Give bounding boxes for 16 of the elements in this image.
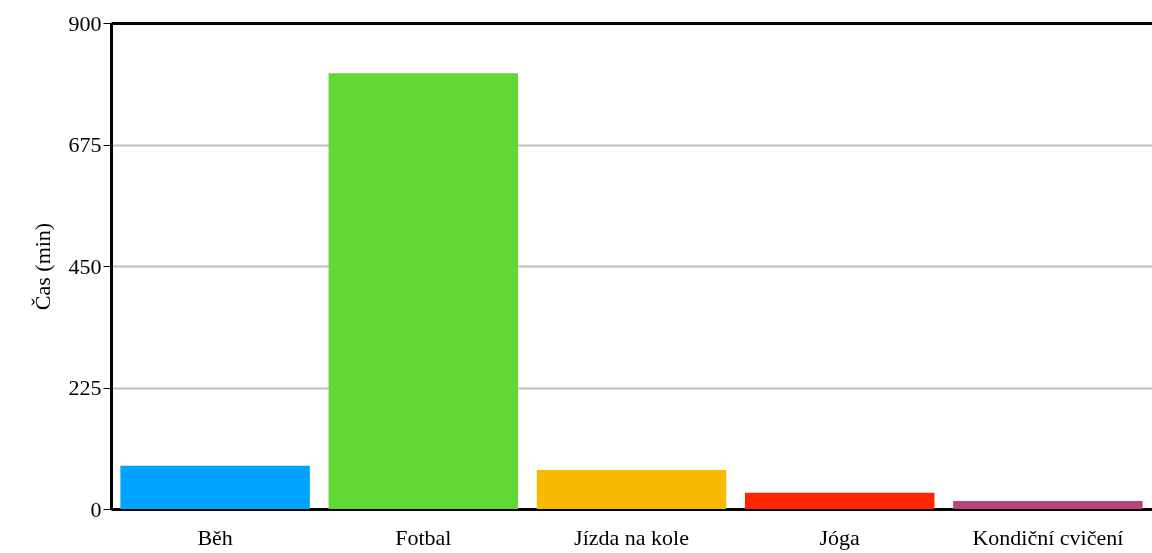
bar <box>536 470 727 509</box>
y-tick-label: 900 <box>68 10 102 36</box>
bar <box>953 500 1143 509</box>
x-tick-label: Jóga <box>819 524 861 550</box>
y-tick-label: 675 <box>68 132 102 157</box>
x-tick-label: Fotbal <box>395 524 452 550</box>
x-tick-label: Běh <box>197 524 233 550</box>
x-tick-label: Jízda na kole <box>574 524 689 550</box>
y-axis-title: Čas (min) <box>29 222 55 311</box>
y-tick-label: 225 <box>68 375 102 400</box>
bar <box>120 465 310 509</box>
bar <box>744 492 935 509</box>
y-tick-label: 0 <box>90 496 102 522</box>
bar <box>328 73 519 509</box>
y-tick-label: 450 <box>68 253 102 279</box>
x-tick-label: Kondiční cvičení <box>972 524 1124 550</box>
